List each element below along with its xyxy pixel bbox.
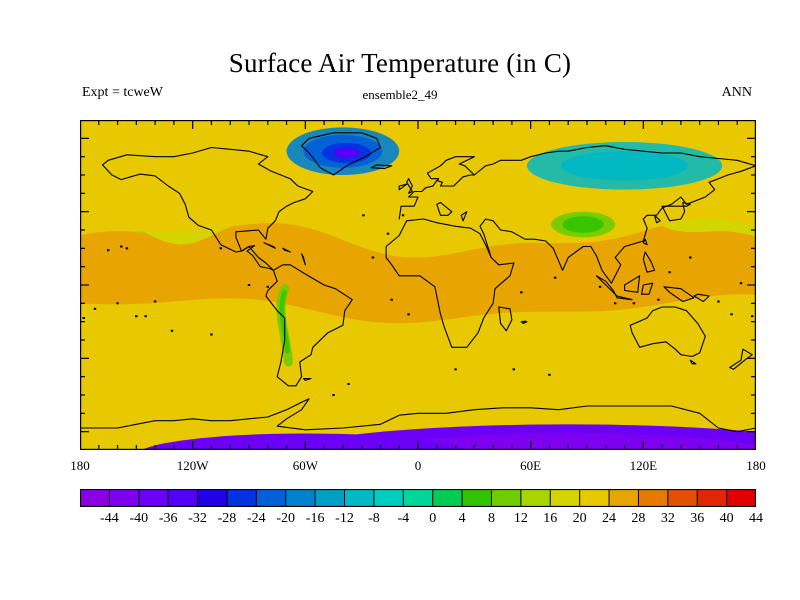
ensemble-subtitle: ensemble2_49 xyxy=(362,87,438,102)
colorbar-tick-label: 44 xyxy=(749,511,763,526)
x-axis-tick-label: 60W xyxy=(292,458,318,473)
colorbar-tick-label: -4 xyxy=(397,511,410,526)
colorbar-tick-label: 8 xyxy=(487,511,495,526)
x-axis-tick-label: 120W xyxy=(176,458,209,473)
map-plot-area xyxy=(80,120,756,450)
experiment-label: Expt = tcweW xyxy=(82,85,163,100)
colorbar-tick-label: 36 xyxy=(690,511,705,526)
colorbar-tick-label: -20 xyxy=(276,511,296,526)
page-title: Surface Air Temperature (in C) xyxy=(228,48,572,78)
colorbar-tick-label: 28 xyxy=(631,511,646,526)
colorbar-tick-label: 40 xyxy=(719,511,734,526)
colorbar-tick-label: 12 xyxy=(513,511,528,526)
colorbar-tick-label: -32 xyxy=(188,511,207,526)
colorbar-tick-label: -12 xyxy=(335,511,354,526)
colorbar-swatches xyxy=(80,489,756,507)
x-axis-tick-label: 120E xyxy=(629,458,658,473)
temperature-map xyxy=(80,120,756,450)
colorbar-tick-label: -36 xyxy=(158,511,178,526)
coastlines xyxy=(80,132,756,433)
season-label: ANN xyxy=(721,85,752,100)
colorbar-tick-label: 32 xyxy=(660,511,675,526)
colorbar-tick-label: -44 xyxy=(100,511,119,526)
x-axis-tick-label: 0 xyxy=(414,458,422,473)
colorbar-tick-label: 4 xyxy=(458,511,466,526)
colorbar-tick-label: 24 xyxy=(602,511,617,526)
x-axis-tick-label: 60E xyxy=(520,458,542,473)
colorbar-tick-label: -16 xyxy=(305,511,325,526)
colorbar-tick-label: 20 xyxy=(572,511,587,526)
colorbar-tick-label: -28 xyxy=(217,511,237,526)
colorbar-tick-label: 16 xyxy=(543,511,558,526)
colorbar-tick-label: -24 xyxy=(247,511,266,526)
colorbar-tick-label: 0 xyxy=(429,511,437,526)
colorbar xyxy=(80,489,756,507)
x-axis-tick-label: 180 xyxy=(70,458,90,473)
colorbar-tick-label: -40 xyxy=(129,511,149,526)
map-frame xyxy=(80,120,756,450)
colorbar-tick-label: -8 xyxy=(368,511,380,526)
x-axis-tick-label: 180 xyxy=(746,458,766,473)
